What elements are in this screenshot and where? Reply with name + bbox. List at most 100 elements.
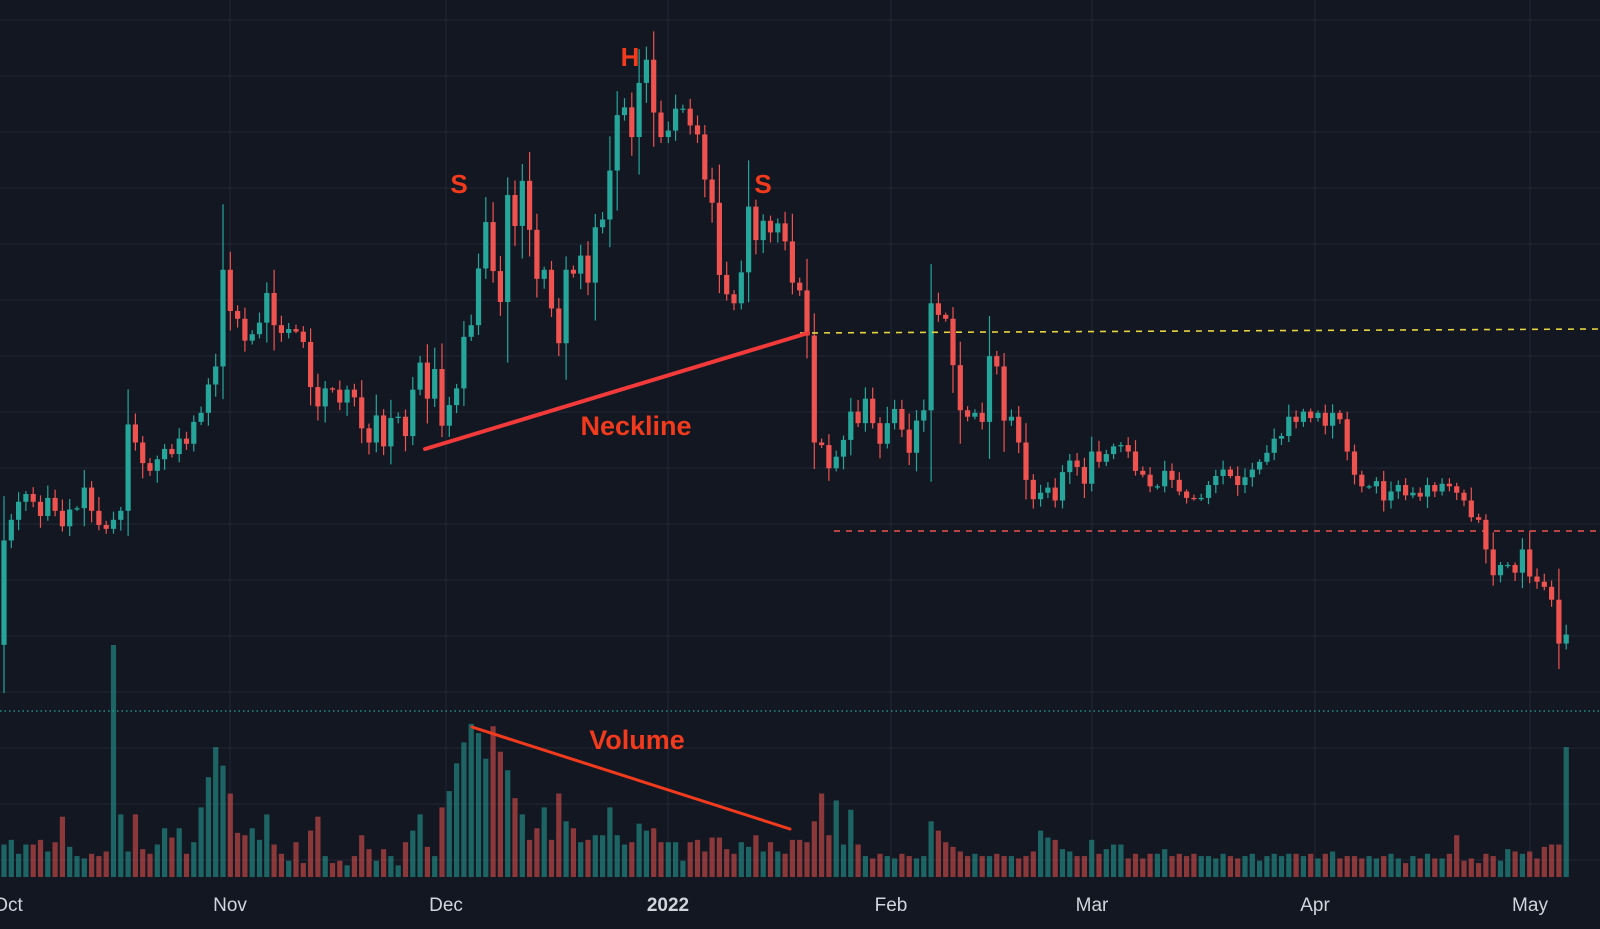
volume-bar (1468, 858, 1474, 877)
candle-body (614, 115, 620, 171)
candle-body (454, 388, 460, 406)
candle-body (213, 366, 219, 385)
candle-body (52, 497, 58, 511)
candle-body (965, 410, 971, 417)
volume-bar (972, 853, 978, 877)
x-tick-label: Mar (1076, 895, 1109, 916)
volume-bar (819, 793, 825, 877)
volume-bar (1417, 858, 1423, 877)
candle-body (235, 311, 241, 319)
volume-bar (840, 844, 847, 877)
candle-body (1454, 486, 1460, 493)
x-tick-label: Oct (0, 895, 23, 916)
volume-bar (169, 837, 175, 877)
volume-bar (1081, 856, 1087, 877)
volume-bar (373, 860, 379, 877)
candle-body (797, 282, 803, 291)
volume-bar (483, 758, 489, 877)
candle-body (388, 418, 394, 447)
candle-body (1476, 517, 1482, 520)
candle-body (1439, 483, 1445, 492)
volume-bar (1286, 853, 1292, 877)
candle-body (1089, 451, 1095, 484)
candle-body (1016, 416, 1022, 443)
candle-body (1162, 470, 1168, 487)
volume-bar (534, 828, 540, 877)
candle-body (892, 408, 898, 424)
candle-body (132, 424, 138, 443)
candle-body (176, 438, 182, 455)
candle-body (96, 510, 102, 525)
annotation-neckline: Neckline (580, 411, 691, 441)
volume-bar (950, 846, 956, 877)
candle-body (373, 415, 379, 443)
volume-bar (1483, 853, 1489, 877)
candle-body (570, 269, 576, 274)
candle-body (315, 387, 321, 407)
candle-body (1235, 476, 1241, 486)
volume-bar (848, 809, 854, 877)
candle-body (1315, 412, 1321, 418)
volume-bar (1089, 839, 1095, 877)
volume-bar (1395, 858, 1401, 877)
volume-bar (1147, 853, 1153, 877)
x-tick-label: Dec (429, 895, 463, 916)
candle-body (205, 384, 211, 413)
volume-bar (242, 835, 248, 877)
volume-bar (1439, 858, 1445, 877)
candle-body (1359, 474, 1365, 487)
volume-bar (1388, 853, 1394, 877)
volume-bar (943, 842, 949, 877)
candle-body (592, 227, 598, 283)
volume-bar (1045, 837, 1051, 877)
volume-bar (1461, 860, 1467, 877)
candle-body (1067, 460, 1073, 473)
candle-body (220, 269, 226, 367)
volume-bar (300, 863, 306, 877)
candle-body (986, 356, 993, 422)
candle-body (271, 292, 277, 326)
candle-body (833, 456, 839, 469)
candle-body (424, 362, 430, 399)
candle-body (1497, 564, 1504, 576)
volume-bar (1308, 853, 1314, 877)
volume-bar (716, 837, 722, 877)
volume-bar (1446, 853, 1452, 877)
candle-body (1096, 451, 1102, 462)
candle-body (432, 369, 438, 399)
candle-body (1125, 445, 1131, 452)
volume-bar (286, 860, 292, 877)
candle-body (468, 325, 474, 337)
volume-bar (89, 853, 95, 877)
volume-trend-line (470, 725, 792, 831)
volume-bars (1, 645, 1569, 877)
volume-bar (417, 814, 423, 877)
candle-body (913, 420, 920, 453)
volume-bar (1337, 858, 1343, 877)
volume-bar (271, 844, 277, 877)
volume-bar (541, 807, 547, 877)
volume-bar (191, 842, 197, 877)
candle-body (1351, 451, 1358, 475)
candle-body (1198, 497, 1204, 500)
neckline-line (423, 331, 810, 451)
candle-body (286, 329, 292, 333)
candle-body (709, 179, 715, 203)
volume-bar (519, 814, 525, 877)
candle-body (37, 501, 44, 516)
candle-body (673, 108, 679, 131)
candle-body (585, 255, 591, 283)
candle-body (351, 389, 357, 398)
volume-bar (1490, 856, 1496, 877)
volume-bar (147, 853, 153, 877)
volume-bar (1067, 851, 1073, 877)
candle-body (702, 134, 708, 180)
candle-body (264, 292, 270, 323)
volume-bar (913, 858, 920, 877)
candle-body (497, 271, 503, 302)
candle-body (395, 416, 401, 418)
volume-bar (351, 856, 357, 877)
candle-body (972, 412, 978, 417)
volume-bar (877, 853, 883, 877)
